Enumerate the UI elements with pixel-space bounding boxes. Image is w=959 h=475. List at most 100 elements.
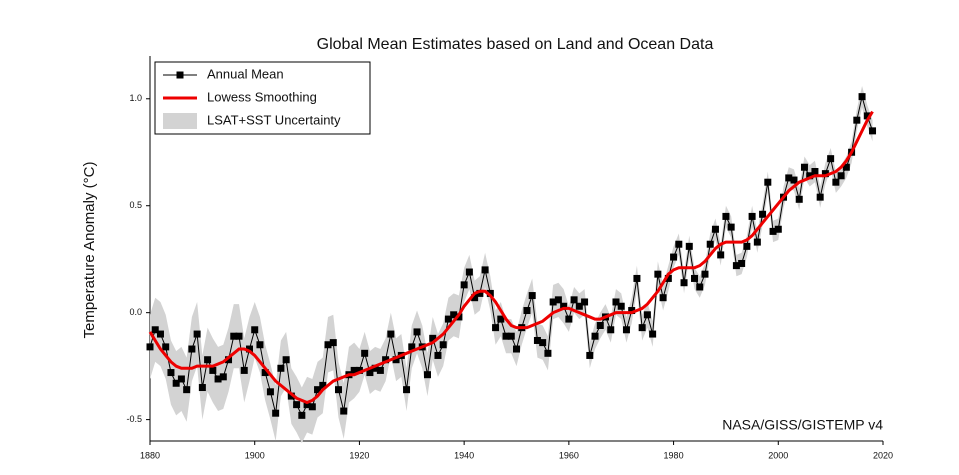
annual-mean-marker bbox=[612, 298, 620, 306]
annual-mean-marker bbox=[371, 364, 379, 372]
annual-mean-marker bbox=[795, 195, 803, 203]
annual-mean-marker bbox=[727, 223, 735, 231]
annual-mean-marker bbox=[340, 407, 348, 415]
annual-mean-marker bbox=[706, 240, 714, 248]
annual-mean-marker bbox=[177, 375, 185, 383]
annual-mean-marker bbox=[670, 253, 678, 261]
annual-mean-marker bbox=[450, 311, 458, 319]
annual-mean-marker bbox=[167, 369, 175, 377]
annual-mean-marker bbox=[382, 356, 390, 364]
annual-mean-marker bbox=[691, 274, 699, 282]
annual-mean-marker bbox=[821, 170, 829, 178]
annual-mean-marker bbox=[235, 332, 243, 340]
legend-label: Annual Mean bbox=[207, 66, 284, 81]
annual-mean-marker bbox=[638, 324, 646, 332]
annual-mean-marker bbox=[596, 322, 604, 329]
annual-mean-marker bbox=[591, 332, 599, 340]
annual-mean-marker bbox=[675, 240, 683, 248]
annual-mean-marker bbox=[172, 379, 180, 387]
annual-mean-marker bbox=[146, 343, 154, 351]
annual-mean-marker bbox=[481, 266, 489, 274]
annual-mean-marker bbox=[774, 225, 782, 233]
annual-mean-marker bbox=[434, 351, 442, 359]
annual-mean-marker bbox=[198, 384, 206, 392]
annual-mean-marker bbox=[439, 341, 447, 349]
annual-mean-marker bbox=[324, 341, 332, 349]
annual-mean-marker bbox=[575, 302, 583, 310]
annual-mean-marker bbox=[659, 294, 667, 302]
annual-mean-marker bbox=[565, 315, 573, 323]
annual-mean-marker bbox=[649, 330, 657, 338]
annual-mean-marker bbox=[240, 366, 248, 374]
x-tick-label: 1980 bbox=[664, 450, 684, 460]
annual-mean-marker bbox=[492, 324, 500, 332]
annual-mean-marker bbox=[209, 366, 217, 374]
legend: Annual Mean Lowess Smoothing LSAT+SST Unce… bbox=[154, 61, 371, 135]
annual-mean-marker bbox=[334, 386, 342, 394]
annual-mean-marker bbox=[560, 302, 568, 310]
legend-label: Lowess Smoothing bbox=[207, 89, 317, 104]
uncertainty-band bbox=[150, 85, 873, 444]
annual-mean-marker bbox=[869, 127, 877, 135]
annual-mean-marker bbox=[607, 326, 615, 334]
annual-mean-marker bbox=[544, 349, 552, 357]
annual-mean-marker bbox=[701, 270, 709, 278]
annual-mean-marker bbox=[539, 339, 547, 347]
annual-mean-marker bbox=[376, 366, 384, 374]
annual-mean-marker bbox=[156, 330, 164, 338]
annual-mean-marker bbox=[827, 155, 835, 163]
legend-label: LSAT+SST Uncertainty bbox=[207, 112, 341, 127]
annual-mean-marker bbox=[790, 176, 798, 184]
annual-mean-marker bbox=[287, 392, 295, 400]
lowess-line bbox=[148, 110, 874, 405]
annual-mean-marker bbox=[507, 332, 515, 340]
annual-mean-marker bbox=[272, 409, 280, 417]
annual-mean-marker bbox=[811, 168, 819, 175]
y-tick-label: 1.0 bbox=[129, 93, 142, 103]
annual-mean-marker bbox=[282, 356, 290, 364]
annual-mean-marker bbox=[387, 330, 395, 338]
annual-mean-marker bbox=[842, 163, 850, 171]
annual-mean-marker bbox=[486, 289, 494, 297]
chart-title: Global Mean Estimates based on Land and … bbox=[317, 36, 714, 53]
annual-mean-marker bbox=[858, 93, 866, 101]
annual-mean-marker bbox=[476, 289, 484, 297]
annual-mean-marker bbox=[633, 274, 641, 282]
annual-mean-marker bbox=[622, 326, 630, 334]
annual-mean-marker bbox=[785, 174, 793, 182]
annual-mean-marker bbox=[245, 345, 253, 353]
annual-mean-marker bbox=[743, 242, 751, 250]
annual-mean-marker bbox=[654, 270, 662, 278]
annual-mean-marker bbox=[308, 403, 316, 411]
annual-mean-marker bbox=[722, 212, 730, 220]
annual-mean-marker bbox=[617, 302, 625, 310]
annual-mean-marker bbox=[350, 366, 358, 374]
legend-swatch bbox=[176, 71, 184, 79]
annual-mean-marker bbox=[256, 341, 264, 349]
y-tick-label: 0.0 bbox=[129, 307, 142, 317]
annual-mean-marker bbox=[188, 345, 196, 353]
x-tick-label: 1880 bbox=[140, 450, 160, 460]
annual-mean-marker bbox=[204, 356, 212, 364]
annual-mean-marker bbox=[837, 172, 845, 180]
annual-mean-marker bbox=[554, 296, 562, 304]
annual-mean-marker bbox=[408, 343, 416, 351]
annual-mean-marker bbox=[298, 411, 306, 419]
annual-mean-marker bbox=[800, 163, 808, 171]
annual-mean-marker bbox=[863, 112, 871, 120]
annual-mean-marker bbox=[219, 373, 227, 381]
annual-mean-marker bbox=[355, 366, 363, 374]
annual-mean-marker bbox=[753, 238, 761, 246]
annual-mean-marker bbox=[533, 336, 541, 344]
annual-mean-marker bbox=[664, 274, 672, 282]
annual-mean-marker bbox=[502, 332, 510, 340]
annual-mean-marker bbox=[628, 307, 636, 315]
annual-mean-marker bbox=[738, 259, 746, 267]
x-tick-label: 1920 bbox=[349, 450, 369, 460]
annual-mean-marker bbox=[392, 356, 400, 364]
annual-mean-marker bbox=[832, 178, 840, 186]
annual-mean-marker bbox=[696, 283, 704, 291]
annual-mean-marker bbox=[764, 178, 772, 186]
annual-mean-marker bbox=[329, 339, 337, 347]
annual-mean-marker bbox=[319, 381, 327, 389]
